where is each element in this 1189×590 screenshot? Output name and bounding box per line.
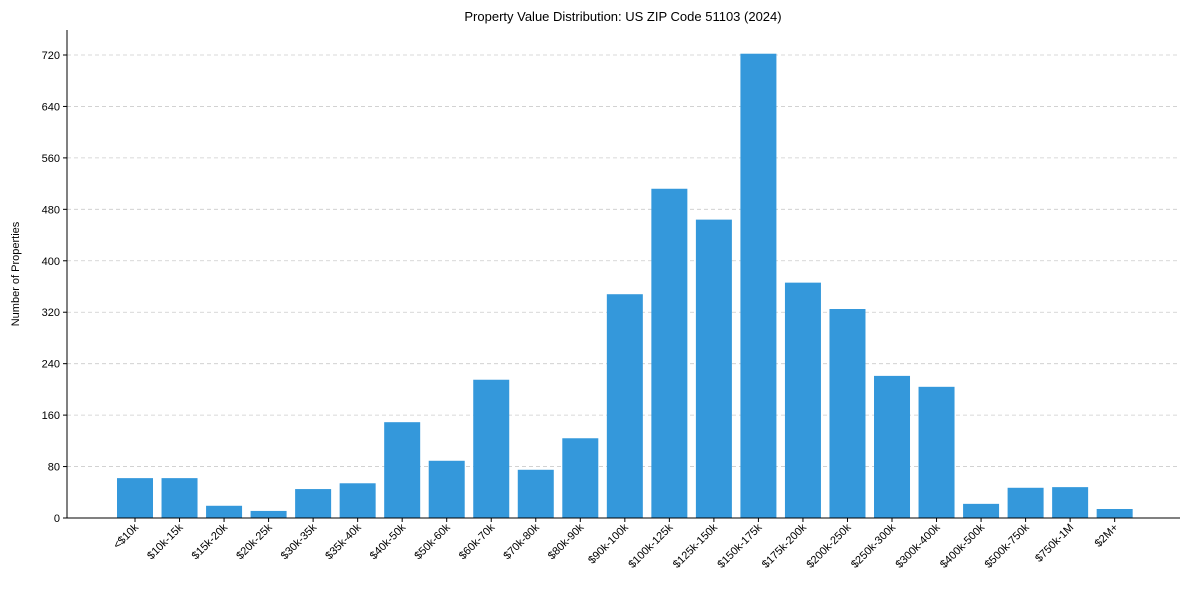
x-tick-label: $200k-250k <box>804 521 853 570</box>
chart-title: Property Value Distribution: US ZIP Code… <box>464 9 781 24</box>
x-tick-label: <$10k <box>111 521 141 551</box>
x-tick-label: $40k-50k <box>368 521 409 562</box>
bar <box>117 478 153 518</box>
x-tick-label: $750k-1M <box>1033 522 1076 565</box>
bar <box>428 460 465 518</box>
bar <box>339 483 376 518</box>
bar <box>206 505 243 518</box>
bar <box>250 510 287 518</box>
x-tick-label: $300k-400k <box>894 521 943 570</box>
bar <box>562 438 599 518</box>
x-axis: <$10k $10k-15k $15k-20k $20k-25k $30k-35k $35… <box>67 517 1180 571</box>
x-tick-label: $30k-35k <box>279 521 320 562</box>
x-tick-label: $250k-300k <box>849 521 898 570</box>
x-tick-label: $60k-70k <box>457 521 498 562</box>
bar <box>695 219 732 518</box>
x-tick-label: $20k-25k <box>234 521 275 562</box>
bar <box>1096 508 1133 518</box>
bar <box>161 478 198 518</box>
x-tick-label: $175k-200k <box>760 521 809 570</box>
y-gridlines <box>67 54 1180 467</box>
bar <box>829 309 866 518</box>
x-tick-label: $15k-20k <box>190 521 231 562</box>
x-tick-label: $70k-80k <box>501 521 542 562</box>
bar <box>784 282 821 518</box>
y-tick-label: 240 <box>42 359 60 371</box>
bar <box>1052 487 1089 518</box>
x-tick-label: $150k-175k <box>715 521 764 570</box>
x-tick-label: $125k-150k <box>671 521 720 570</box>
y-tick-label: 0 <box>54 513 60 525</box>
y-tick-label: 160 <box>42 410 60 422</box>
y-tick-label: 640 <box>42 101 60 113</box>
x-tick-label: $2M+ <box>1093 522 1121 550</box>
bar <box>918 386 955 518</box>
y-tick-label: 720 <box>42 50 60 62</box>
x-tick-label: $90k-100k <box>586 521 631 566</box>
bar <box>473 379 510 518</box>
y-axis: 0 80 160 240 320 400 480 560 640 720 <box>42 30 68 525</box>
y-tick-label: 480 <box>42 204 60 216</box>
bar <box>651 188 688 518</box>
x-tick-label: $500k-750k <box>983 521 1032 570</box>
x-tick-label: $100k-125k <box>626 521 675 570</box>
bar <box>874 375 911 518</box>
bar <box>295 489 332 518</box>
bar <box>740 53 777 518</box>
bar <box>1007 487 1044 518</box>
bar <box>384 422 421 518</box>
y-tick-label: 560 <box>42 153 60 165</box>
x-tick-label: $50k-60k <box>412 521 453 562</box>
y-tick-label: 320 <box>42 307 60 319</box>
x-tick-label: $10k-15k <box>145 521 186 562</box>
x-tick-label: $80k-90k <box>546 521 587 562</box>
bar <box>517 469 554 518</box>
bars <box>117 53 1133 518</box>
bar <box>606 294 643 518</box>
x-tick-label: $400k-500k <box>938 521 987 570</box>
y-tick-label: 400 <box>42 256 60 268</box>
x-tick-label: $35k-40k <box>323 521 364 562</box>
y-tick-label: 80 <box>48 462 60 474</box>
bar <box>963 503 1000 518</box>
y-axis-label: Number of Properties <box>10 221 22 326</box>
